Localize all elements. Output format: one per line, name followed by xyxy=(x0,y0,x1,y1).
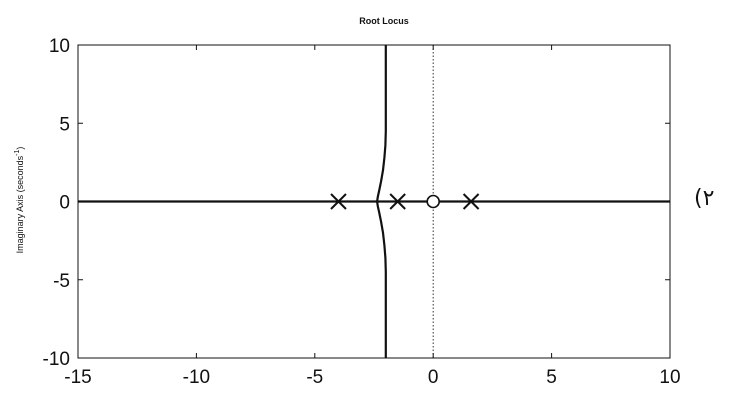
zero-marker xyxy=(426,194,441,209)
y-tick-label: 0 xyxy=(59,193,70,214)
pole-marker xyxy=(389,193,406,210)
side-label: (۲ xyxy=(694,186,715,211)
plot-layer xyxy=(78,45,670,358)
x-tick-label: 5 xyxy=(546,367,557,388)
chart-title: Root Locus xyxy=(359,16,409,26)
x-tick-label: -5 xyxy=(306,367,323,388)
y-tick-label: -10 xyxy=(43,349,70,370)
pole-marker xyxy=(330,193,347,210)
x-tick-label: 10 xyxy=(659,367,680,388)
locus-branch-2 xyxy=(375,45,387,358)
y-axis-label: Imaginary Axis (seconds-1) xyxy=(14,147,25,254)
pole-marker xyxy=(462,193,480,210)
y-tick-label: 10 xyxy=(49,36,70,57)
x-tick-label: -15 xyxy=(64,367,91,388)
x-tick-label: 0 xyxy=(428,367,439,388)
y-tick-label: -5 xyxy=(53,271,70,292)
x-tick-label: -10 xyxy=(183,367,210,388)
y-tick-label: 5 xyxy=(59,114,70,135)
